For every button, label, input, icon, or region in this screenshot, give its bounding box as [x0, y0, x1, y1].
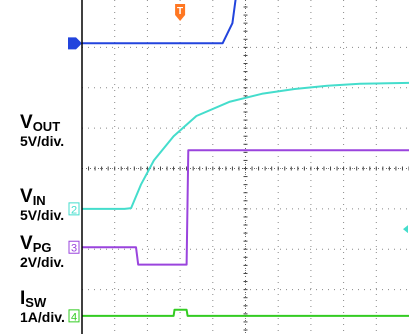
- trigger-marker-label: T: [177, 6, 183, 17]
- label-vout: VOUT 5V/div.: [20, 112, 65, 149]
- channel-markers: 2 3 4 T: [68, 4, 408, 323]
- channel-4-marker: [68, 309, 80, 323]
- label-isw: ISW 1A/div.: [20, 288, 65, 325]
- trace-vpg: [82, 149, 409, 266]
- scale-isw: 1A/div.: [20, 309, 65, 325]
- label-vin: VIN 5V/div.: [20, 186, 65, 223]
- graticule-grid: [81, 0, 409, 334]
- trace-vin: [82, 81, 409, 210]
- channel-1-marker: [68, 37, 82, 50]
- channel-2-marker: [68, 202, 80, 216]
- ref-level-marker: [403, 225, 408, 234]
- channel-4-marker-label: 4: [71, 311, 77, 323]
- waveform-traces: [82, 0, 409, 317]
- trace-vout: [82, 0, 237, 45]
- scale-vout: 5V/div.: [20, 133, 65, 149]
- trace-isw: [82, 308, 409, 317]
- label-vpg: VPG 2V/div.: [20, 233, 65, 270]
- channel-3-marker: [68, 240, 80, 254]
- scale-vin: 5V/div.: [20, 207, 65, 223]
- scale-vpg: 2V/div.: [20, 254, 65, 270]
- channel-2-marker-label: 2: [71, 204, 77, 216]
- channel-3-marker-label: 3: [71, 243, 77, 255]
- trigger-marker-icon: [175, 4, 186, 21]
